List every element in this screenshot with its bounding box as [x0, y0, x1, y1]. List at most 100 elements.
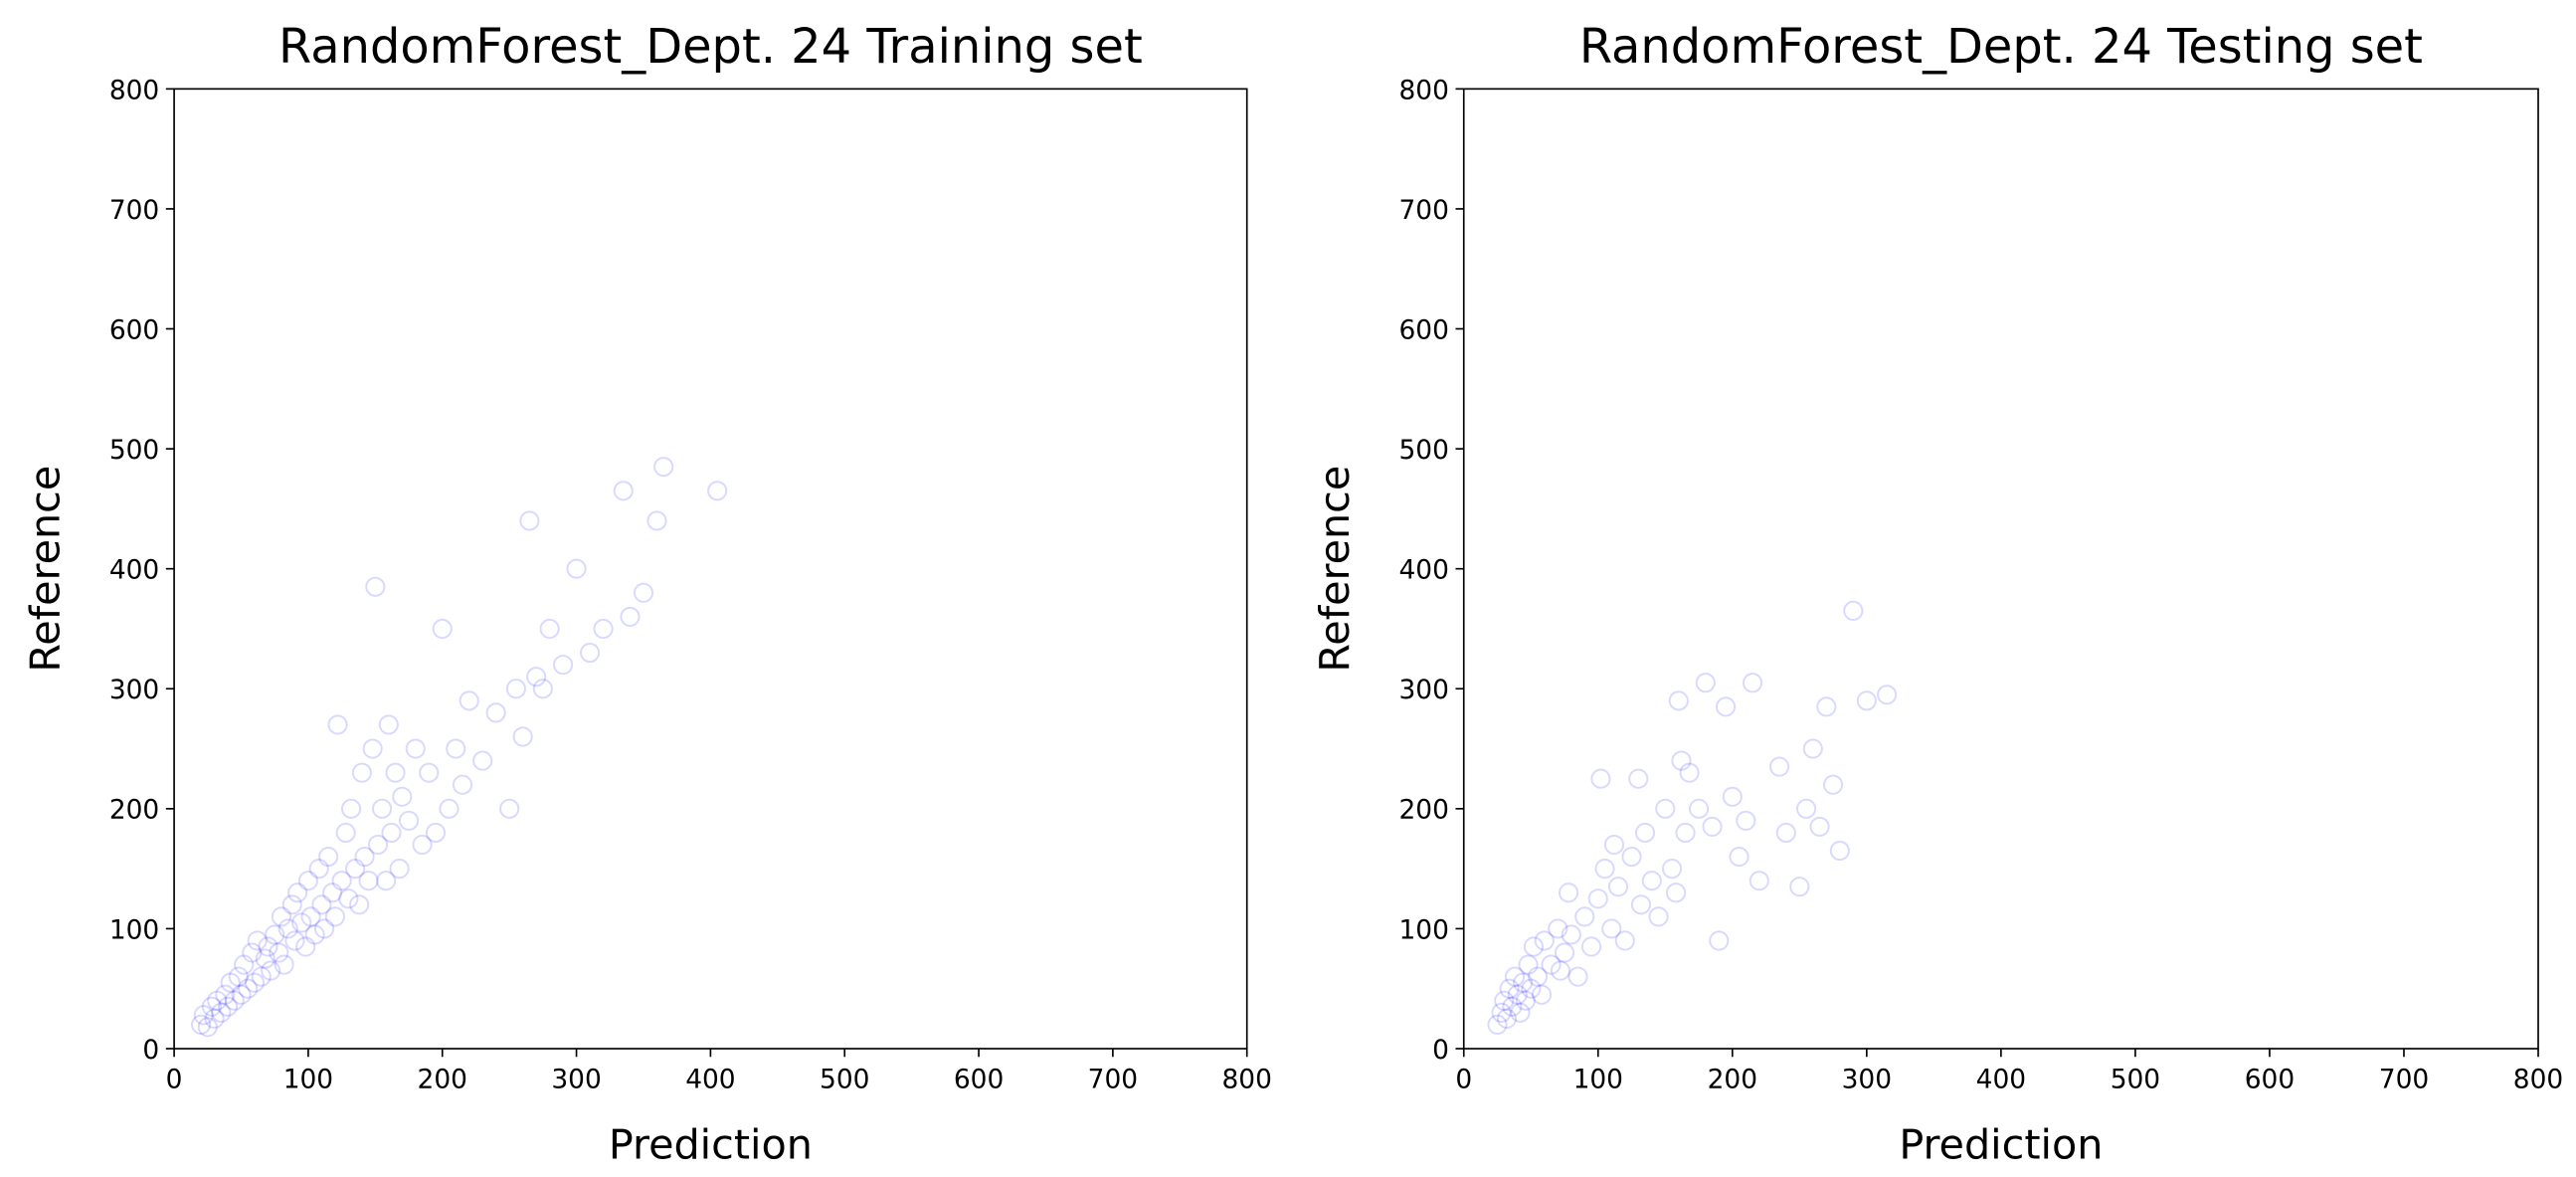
- point: [365, 576, 386, 597]
- point: [1541, 954, 1562, 975]
- point: [304, 924, 325, 945]
- point: [1504, 966, 1526, 987]
- point: [1603, 834, 1625, 856]
- point: [412, 834, 433, 856]
- point: [324, 906, 345, 927]
- point: [1554, 942, 1575, 963]
- point: [539, 618, 560, 640]
- point: [405, 738, 426, 759]
- point: [1590, 768, 1611, 789]
- point: [1843, 600, 1864, 621]
- point: [322, 883, 343, 903]
- x-tick-label: 300: [1842, 1065, 1892, 1095]
- point: [1502, 996, 1523, 1017]
- point: [432, 618, 453, 640]
- point: [371, 798, 393, 819]
- point: [1829, 840, 1850, 862]
- point: [300, 906, 321, 927]
- point: [308, 859, 329, 880]
- y-tick-label: 300: [109, 675, 159, 705]
- point: [345, 859, 366, 880]
- point: [499, 798, 520, 819]
- y-tick-label: 0: [142, 1035, 159, 1066]
- y-tick-label: 500: [1398, 435, 1448, 466]
- point: [1823, 774, 1844, 795]
- point: [1695, 673, 1716, 693]
- point: [1802, 738, 1823, 759]
- point: [389, 859, 410, 880]
- point: [1648, 906, 1669, 927]
- point: [1491, 1002, 1512, 1023]
- point: [1550, 960, 1571, 981]
- point: [633, 582, 654, 603]
- point: [1531, 984, 1553, 1005]
- point: [351, 762, 372, 783]
- point: [425, 822, 447, 844]
- y-axis-label: Reference: [21, 466, 69, 673]
- point: [620, 606, 641, 627]
- point: [519, 510, 540, 531]
- point: [512, 726, 533, 747]
- point: [1796, 798, 1817, 819]
- point: [1587, 888, 1608, 909]
- point: [224, 990, 245, 1011]
- y-tick-label: 800: [1398, 75, 1448, 105]
- point: [297, 871, 318, 891]
- point: [244, 972, 266, 993]
- point: [1809, 816, 1830, 838]
- x-tick-label: 0: [1455, 1065, 1472, 1095]
- point: [1702, 816, 1723, 838]
- x-tick-label: 800: [1222, 1065, 1272, 1095]
- x-axis-label: Prediction: [609, 1121, 813, 1169]
- point: [284, 930, 305, 951]
- point: [419, 762, 440, 783]
- x-tick-label: 200: [418, 1065, 467, 1095]
- point: [265, 924, 285, 945]
- point: [553, 655, 574, 676]
- point: [1641, 871, 1662, 891]
- point: [201, 996, 222, 1017]
- point: [1675, 822, 1696, 844]
- point: [1679, 762, 1700, 783]
- point: [247, 930, 268, 951]
- y-tick-label: 600: [109, 314, 159, 345]
- point: [362, 738, 383, 759]
- x-tick-label: 600: [2245, 1065, 2295, 1095]
- x-tick-label: 400: [1976, 1065, 2026, 1095]
- point: [1594, 859, 1615, 880]
- point: [277, 918, 298, 939]
- point: [1736, 810, 1756, 831]
- point: [385, 762, 406, 783]
- point: [274, 954, 294, 975]
- point: [653, 457, 674, 478]
- y-tick-label: 100: [1398, 914, 1448, 945]
- y-tick-label: 700: [109, 195, 159, 226]
- point: [314, 918, 335, 939]
- point: [1496, 1008, 1518, 1029]
- point: [1534, 930, 1555, 951]
- point: [1521, 978, 1542, 999]
- point: [376, 871, 397, 891]
- point: [526, 667, 547, 687]
- point: [439, 798, 460, 819]
- point: [1715, 696, 1737, 717]
- point: [1494, 990, 1515, 1011]
- point: [1748, 871, 1769, 891]
- point: [452, 774, 473, 795]
- x-tick-label: 200: [1708, 1065, 1757, 1095]
- point: [1607, 877, 1629, 897]
- point: [1671, 750, 1692, 771]
- point: [1688, 798, 1710, 819]
- point: [398, 810, 420, 831]
- point: [1634, 822, 1656, 844]
- point: [1601, 918, 1622, 939]
- chart-title: RandomForest_Dept. 24 Testing set: [1579, 20, 2423, 75]
- y-tick-label: 700: [1398, 195, 1448, 226]
- x-tick-label: 400: [685, 1065, 735, 1095]
- x-tick-label: 800: [2513, 1065, 2563, 1095]
- point: [1614, 930, 1635, 951]
- point: [242, 942, 263, 963]
- point: [335, 822, 356, 844]
- point: [532, 679, 553, 699]
- y-axis-label: Reference: [1311, 466, 1359, 673]
